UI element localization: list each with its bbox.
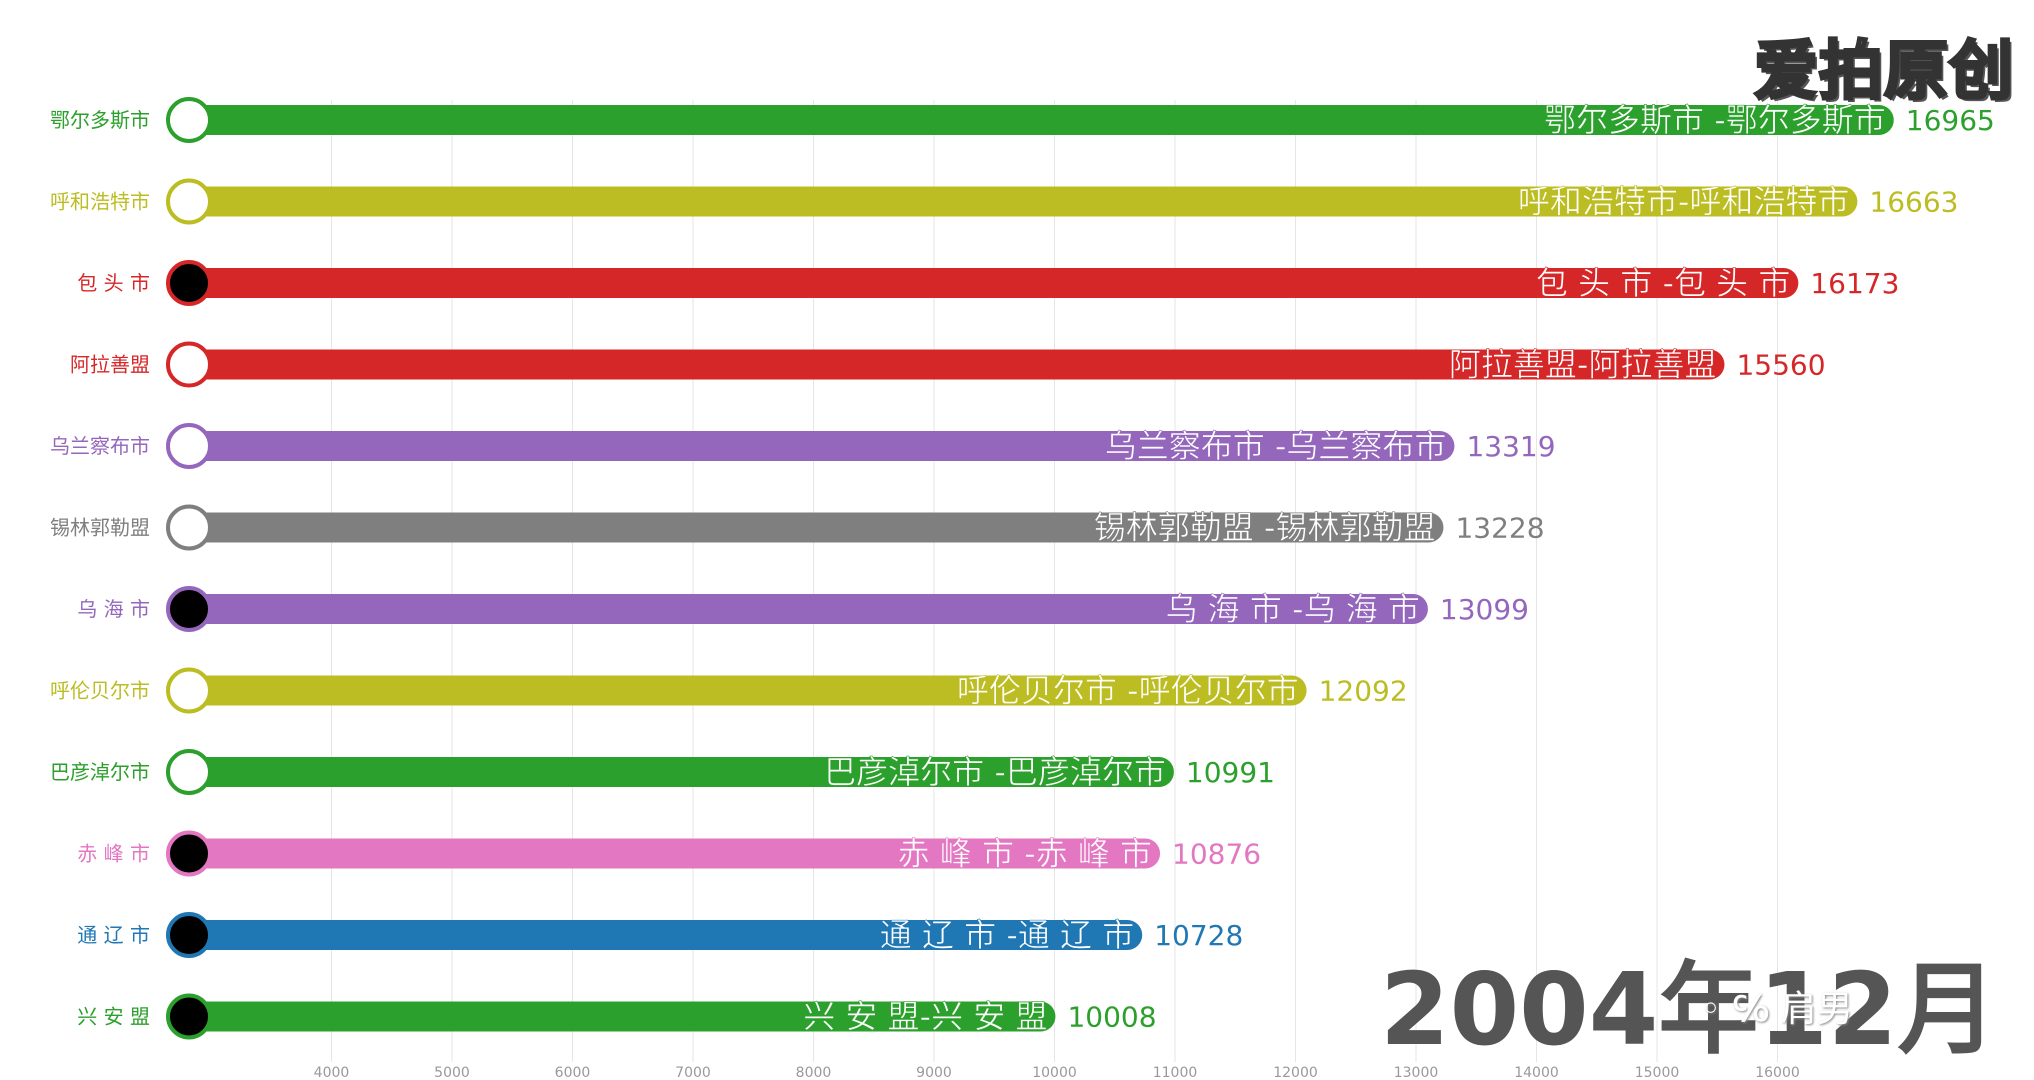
bar-label: 赤 峰 市 -赤 峰 市 — [898, 835, 1152, 873]
category-label: 鄂尔多斯市 — [50, 108, 150, 132]
category-label: 乌 海 市 — [77, 597, 150, 621]
bar-row: 兴 安 盟 兴 安 盟-兴 安 盟 10008 — [77, 993, 1157, 1040]
x-tick-label: 16000 — [1755, 1065, 1800, 1080]
bar-value-label: 10876 — [1172, 838, 1261, 871]
bar-row: 通 辽 市 通 辽 市 -通 辽 市 10728 — [77, 912, 1243, 958]
bar-marker-circle — [166, 993, 212, 1040]
bar-label: 呼和浩特市-呼和浩特市 — [1518, 183, 1850, 221]
grid-layer — [331, 100, 1778, 1062]
bar-marker-circle — [166, 586, 212, 632]
bar-row: 赤 峰 市 赤 峰 市 -赤 峰 市 10876 — [77, 830, 1261, 877]
x-tick-label: 8000 — [796, 1065, 832, 1080]
bar — [189, 186, 1858, 217]
bar-value-label: 15560 — [1736, 349, 1825, 382]
category-label: 兴 安 盟 — [77, 1005, 150, 1029]
x-tick-label: 4000 — [314, 1065, 350, 1080]
bar-marker-circle — [166, 97, 212, 143]
bar — [189, 594, 1428, 624]
bar-marker-circle — [166, 178, 212, 225]
bar-label: 鄂尔多斯市 -鄂尔多斯市 — [1544, 101, 1886, 139]
bar — [189, 431, 1455, 461]
bar-row: 呼伦贝尔市 呼伦贝尔市 -呼伦贝尔市 12092 — [50, 667, 1408, 714]
bar — [189, 675, 1307, 706]
x-tick-label: 14000 — [1514, 1065, 1559, 1080]
bar-value-label: 13319 — [1466, 430, 1555, 463]
category-label: 锡林郭勒盟 — [50, 516, 150, 540]
x-tick-label: 13000 — [1394, 1065, 1439, 1080]
category-label: 包 头 市 — [77, 271, 150, 295]
bar-row: 乌 海 市 乌 海 市 -乌 海 市 13099 — [77, 586, 1529, 632]
bar-label: 包 头 市 -包 头 市 — [1536, 264, 1790, 302]
bar-label: 阿拉善盟-阿拉善盟 — [1449, 346, 1717, 384]
bar-row: 锡林郭勒盟 锡林郭勒盟 -锡林郭勒盟 13228 — [50, 504, 1545, 551]
bar-label: 兴 安 盟-兴 安 盟 — [803, 998, 1047, 1036]
date-overlay-text: ◦ ℅ 肩男 — [1700, 989, 1853, 1030]
bar-label: 锡林郭勒盟 -锡林郭勒盟 — [1094, 509, 1436, 547]
bar-label: 乌兰察布市 -乌兰察布市 — [1105, 427, 1447, 465]
category-label: 赤 峰 市 — [77, 842, 150, 866]
bar-marker-circle — [166, 260, 212, 306]
x-tick-label: 5000 — [434, 1065, 470, 1080]
bar-marker-circle — [166, 667, 212, 714]
bar-value-label: 10991 — [1186, 756, 1275, 789]
bar-row: 巴彦淖尔市 巴彦淖尔市 -巴彦淖尔市 10991 — [50, 749, 1275, 795]
category-label: 呼伦贝尔市 — [50, 679, 150, 703]
category-label: 通 辽 市 — [77, 923, 150, 947]
bar-marker-circle — [166, 912, 212, 958]
bar-marker-circle — [166, 504, 212, 551]
bar-value-label: 16663 — [1869, 186, 1958, 219]
bar — [189, 268, 1799, 298]
bar — [189, 1001, 1056, 1032]
bar-marker-circle — [166, 423, 212, 469]
x-tick-label: 9000 — [916, 1065, 952, 1080]
bar-row: 阿拉善盟 阿拉善盟-阿拉善盟 15560 — [70, 341, 1826, 388]
bar-marker-circle — [166, 341, 212, 388]
bar-row: 乌兰察布市 乌兰察布市 -乌兰察布市 13319 — [50, 423, 1556, 469]
bar — [189, 757, 1174, 787]
bar-row: 包 头 市 包 头 市 -包 头 市 16173 — [77, 260, 1899, 306]
bar-label: 通 辽 市 -通 辽 市 — [880, 916, 1134, 954]
bar — [189, 349, 1725, 380]
bars-layer: 鄂尔多斯市 鄂尔多斯市 -鄂尔多斯市 16965 呼和浩特市 呼和浩特市-呼和浩特市 16… — [50, 97, 1995, 1040]
date-label: 2004年12月 — [1380, 951, 1998, 1068]
x-tick-label: 6000 — [555, 1065, 591, 1080]
bar — [189, 838, 1161, 869]
bar-value-label: 13099 — [1440, 593, 1529, 626]
bar-label: 呼伦贝尔市 -呼伦贝尔市 — [957, 672, 1299, 710]
category-label: 呼和浩特市 — [50, 190, 150, 214]
bar — [189, 920, 1143, 950]
bar-value-label: 16965 — [1906, 104, 1995, 137]
bar — [189, 105, 1894, 135]
category-label: 阿拉善盟 — [70, 353, 150, 377]
bar-marker-circle — [166, 830, 212, 877]
bar — [189, 512, 1444, 543]
x-tick-label: 10000 — [1032, 1065, 1077, 1080]
bar-value-label: 10728 — [1154, 919, 1243, 952]
bar-row: 鄂尔多斯市 鄂尔多斯市 -鄂尔多斯市 16965 — [50, 97, 1995, 143]
bar-label: 巴彦淖尔市 -巴彦淖尔市 — [824, 753, 1166, 791]
bar-value-label: 16173 — [1810, 267, 1899, 300]
x-axis-ticks: 4000 5000 6000 7000 8000 9000 10000 11000 12000 1… — [314, 1065, 1800, 1080]
x-tick-label: 7000 — [675, 1065, 711, 1080]
category-label: 巴彦淖尔市 — [50, 760, 150, 784]
bar-label: 乌 海 市 -乌 海 市 — [1166, 590, 1420, 628]
bar-value-label: 12092 — [1319, 675, 1408, 708]
x-tick-label: 12000 — [1273, 1065, 1318, 1080]
x-tick-label: 11000 — [1153, 1065, 1198, 1080]
bar-row: 呼和浩特市 呼和浩特市-呼和浩特市 16663 — [50, 178, 1958, 225]
watermark-logo: 爱拍原创 — [1753, 34, 2015, 111]
bar-marker-circle — [166, 749, 212, 795]
category-label: 乌兰察布市 — [50, 434, 150, 458]
bar-value-label: 13228 — [1455, 512, 1544, 545]
x-tick-label: 15000 — [1635, 1065, 1680, 1080]
bar-value-label: 10008 — [1067, 1001, 1156, 1034]
